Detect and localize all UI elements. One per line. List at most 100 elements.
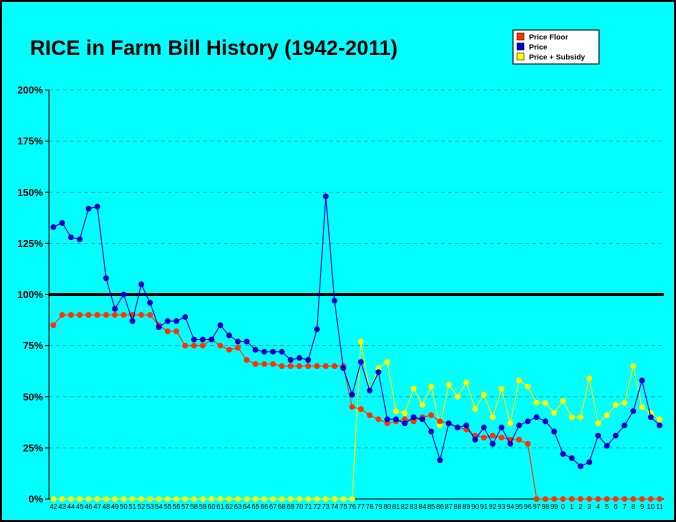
data-point [59, 496, 66, 502]
x-tick-label: 53 [146, 504, 154, 511]
data-point [199, 496, 206, 502]
y-tick-label: 150% [17, 188, 43, 199]
data-point [305, 363, 312, 369]
data-point [129, 496, 136, 502]
data-point [155, 496, 162, 502]
data-point [454, 393, 461, 400]
data-point [287, 357, 294, 363]
x-tick-label: 92 [489, 504, 497, 511]
x-tick-label: 68 [278, 504, 286, 511]
data-point [129, 318, 136, 324]
data-point [612, 432, 619, 439]
x-tick-label: 85 [427, 504, 435, 511]
x-tick-label: 2 [579, 504, 583, 511]
data-point [234, 496, 241, 502]
x-tick-label: 89 [462, 504, 470, 511]
data-point [349, 404, 356, 410]
data-point [586, 459, 593, 466]
data-point [138, 496, 145, 502]
data-point [472, 406, 479, 412]
series-line [53, 314, 660, 500]
data-point [305, 357, 312, 363]
data-point [252, 346, 259, 353]
data-point [349, 496, 356, 502]
data-point [366, 412, 373, 419]
data-point [296, 354, 303, 361]
data-point [595, 496, 602, 502]
data-point [173, 328, 180, 335]
y-tick-label: 75% [23, 341, 43, 352]
series-price [50, 193, 663, 470]
data-point [480, 424, 487, 431]
data-point [322, 496, 329, 502]
legend-swatch-price-subsidy [516, 52, 525, 61]
data-point [199, 342, 206, 349]
data-point [612, 402, 619, 408]
data-point [516, 422, 522, 429]
data-point [463, 379, 470, 386]
data-point [568, 455, 575, 461]
data-point [261, 361, 268, 367]
data-point [560, 397, 566, 404]
data-point [428, 412, 435, 419]
data-point [612, 496, 619, 502]
data-point [147, 312, 153, 318]
x-tick-label: 77 [357, 504, 365, 511]
data-point [243, 357, 250, 363]
data-point [542, 496, 549, 502]
data-point [147, 496, 153, 502]
data-point [138, 312, 145, 318]
data-point [410, 418, 417, 425]
data-point [437, 457, 443, 464]
x-tick-label: 87 [445, 504, 453, 511]
data-point [173, 496, 180, 502]
data-point [226, 496, 233, 502]
data-point [349, 391, 356, 398]
data-point [103, 275, 110, 282]
x-tick-label: 94 [506, 504, 514, 511]
data-point [278, 496, 285, 502]
data-point [322, 193, 329, 200]
x-tick-label: 70 [295, 504, 303, 511]
legend-label-price-floor: Price Floor [529, 33, 568, 42]
x-tick-label: 65 [252, 504, 260, 511]
data-point [542, 418, 549, 425]
data-point [85, 496, 92, 502]
series-price-floor [50, 312, 663, 502]
series-layer [50, 193, 663, 502]
x-tick-label: 52 [137, 504, 145, 511]
data-point [603, 412, 610, 419]
data-point [586, 375, 593, 382]
data-point [314, 363, 320, 369]
data-point [560, 496, 566, 502]
data-point [226, 332, 233, 339]
data-point [252, 361, 259, 367]
x-tick-label: 57 [181, 504, 189, 511]
x-tick-labels: 42 43 44 45 46 47 48 49 50 51 52 53 54 55 56 57 58 59 60 61… [49, 504, 663, 511]
x-tick-label: 45 [76, 504, 84, 511]
x-tick-label: 74 [331, 504, 339, 511]
data-point [639, 496, 645, 502]
data-point [164, 318, 171, 324]
data-point [331, 297, 338, 304]
data-point [68, 234, 74, 241]
x-tick-label: 98 [541, 504, 549, 511]
x-tick-label: 84 [418, 504, 426, 511]
data-point [270, 348, 276, 355]
data-point [542, 399, 549, 406]
data-point [340, 365, 347, 372]
y-tick-label: 50% [23, 392, 43, 403]
x-tick-label: 5 [605, 504, 609, 511]
data-point [252, 496, 259, 502]
y-tick-label: 100% [17, 290, 43, 301]
legend: Price Floor Price Price + Subsidy [512, 29, 600, 65]
data-point [366, 387, 373, 394]
data-point [524, 440, 531, 447]
data-point [621, 422, 628, 429]
x-tick-label: 56 [172, 504, 180, 511]
x-tick-label: 60 [208, 504, 216, 511]
x-tick-label: 42 [49, 504, 57, 511]
data-point [551, 410, 558, 417]
data-point [498, 434, 505, 441]
